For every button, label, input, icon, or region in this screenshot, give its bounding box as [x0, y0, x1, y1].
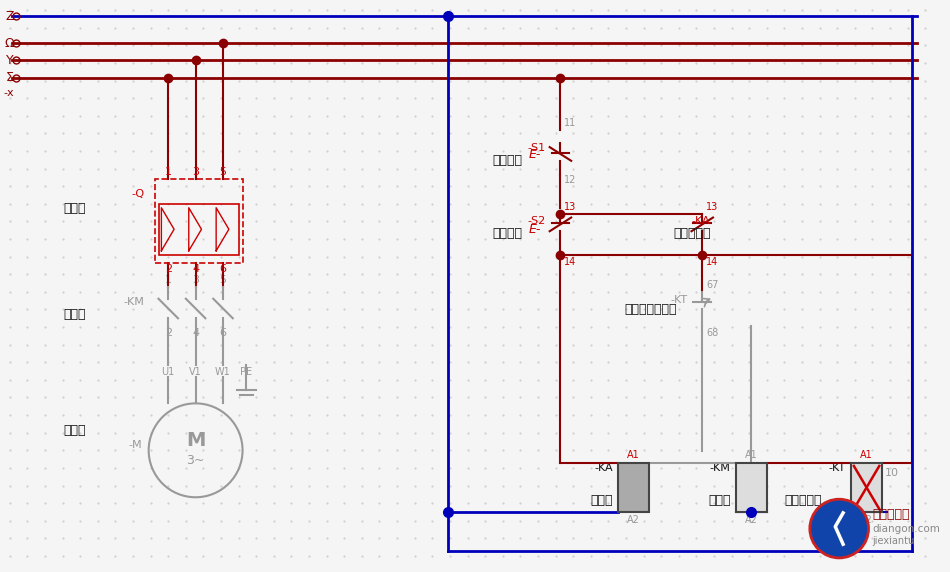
Text: 6: 6 — [219, 328, 226, 338]
Text: -M: -M — [128, 440, 142, 450]
Text: A2: A2 — [860, 515, 873, 525]
Text: PE: PE — [240, 367, 253, 377]
Text: Σ: Σ — [6, 71, 13, 84]
Text: A1: A1 — [860, 450, 873, 460]
Text: -x: -x — [3, 88, 13, 98]
Text: 启动开关: 启动开关 — [492, 227, 522, 240]
Text: W1: W1 — [215, 367, 231, 377]
Text: -KT: -KT — [829, 463, 846, 473]
Text: 电动机: 电动机 — [64, 424, 86, 437]
Text: A2: A2 — [745, 515, 757, 525]
Bar — [155, 180, 242, 263]
Text: 67: 67 — [706, 280, 718, 290]
Bar — [160, 204, 238, 255]
Text: jiexiantu: jiexiantu — [872, 537, 915, 546]
Text: diangon.com: diangon.com — [872, 523, 940, 534]
Text: -KM: -KM — [124, 297, 144, 307]
Text: -KT: -KT — [671, 295, 688, 305]
Text: 1: 1 — [164, 275, 172, 285]
Text: 13: 13 — [564, 202, 577, 212]
Text: 4: 4 — [192, 264, 200, 275]
Text: Z: Z — [5, 10, 13, 22]
Text: A2: A2 — [627, 515, 640, 525]
Text: U1: U1 — [162, 367, 175, 377]
Text: 5: 5 — [219, 168, 226, 177]
Text: Υ: Υ — [6, 54, 13, 66]
Text: 3: 3 — [192, 168, 200, 177]
Text: 3~: 3~ — [186, 454, 205, 467]
Circle shape — [809, 499, 868, 558]
Text: 5: 5 — [219, 275, 226, 285]
Bar — [851, 463, 883, 512]
Text: 2: 2 — [164, 328, 172, 338]
Text: 12: 12 — [564, 174, 577, 185]
Bar — [735, 463, 767, 512]
Text: 14: 14 — [706, 257, 718, 267]
Text: 3: 3 — [192, 275, 200, 285]
Text: 时间继电器常开: 时间继电器常开 — [624, 303, 676, 316]
Text: -Q: -Q — [132, 189, 144, 199]
Text: 停止开关: 停止开关 — [492, 154, 522, 167]
Text: -KM: -KM — [710, 463, 731, 473]
Text: M: M — [186, 431, 205, 450]
Text: E-: E- — [528, 223, 541, 236]
Text: 14: 14 — [564, 257, 577, 267]
Text: -S1: -S1 — [527, 143, 545, 153]
Text: 13: 13 — [706, 202, 718, 212]
Text: -KA: -KA — [595, 463, 614, 473]
Text: A1: A1 — [627, 450, 640, 460]
Text: 6: 6 — [219, 264, 226, 275]
Text: 电工学习网: 电工学习网 — [872, 509, 910, 521]
Text: 10: 10 — [885, 468, 899, 478]
Text: Ω: Ω — [4, 37, 13, 50]
Text: A1: A1 — [745, 450, 757, 460]
Text: 接触器: 接触器 — [708, 494, 731, 507]
Text: 4: 4 — [192, 328, 200, 338]
Text: -S2: -S2 — [527, 216, 545, 227]
Text: -KA: -KA — [691, 216, 710, 227]
Text: V1: V1 — [189, 367, 202, 377]
Text: 2: 2 — [164, 264, 172, 275]
Text: 时间继电器: 时间继电器 — [785, 494, 822, 507]
Text: 11: 11 — [564, 118, 577, 128]
Text: 继电器: 继电器 — [591, 494, 614, 507]
Text: 接触器: 接触器 — [64, 308, 86, 321]
Text: 断路器: 断路器 — [64, 202, 86, 215]
Bar — [618, 463, 650, 512]
Text: 1: 1 — [164, 168, 172, 177]
Text: E-: E- — [528, 149, 541, 161]
Text: 68: 68 — [706, 328, 718, 338]
Text: 继电器常开: 继电器常开 — [673, 227, 711, 240]
